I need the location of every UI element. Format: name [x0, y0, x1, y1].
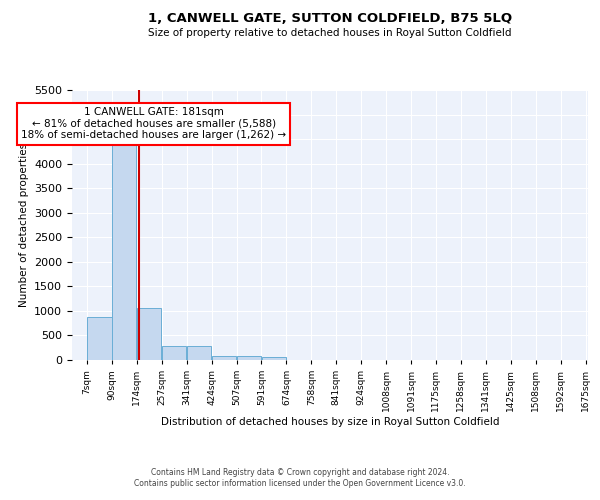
Text: 1, CANWELL GATE, SUTTON COLDFIELD, B75 5LQ: 1, CANWELL GATE, SUTTON COLDFIELD, B75 5… [148, 12, 512, 26]
Bar [262, 357, 286, 360]
Bar [237, 356, 261, 360]
Bar [88, 317, 112, 360]
Bar [162, 346, 186, 360]
Y-axis label: Number of detached properties: Number of detached properties [19, 143, 29, 307]
Bar [112, 136, 136, 360]
Text: 1 CANWELL GATE: 181sqm
← 81% of detached houses are smaller (5,588)
18% of semi-: 1 CANWELL GATE: 181sqm ← 81% of detached… [21, 107, 286, 140]
Bar [212, 356, 236, 360]
Bar [187, 346, 211, 360]
X-axis label: Distribution of detached houses by size in Royal Sutton Coldfield: Distribution of detached houses by size … [161, 416, 499, 426]
Text: Size of property relative to detached houses in Royal Sutton Coldfield: Size of property relative to detached ho… [148, 28, 512, 38]
Text: Contains HM Land Registry data © Crown copyright and database right 2024.
Contai: Contains HM Land Registry data © Crown c… [134, 468, 466, 487]
Bar [137, 308, 161, 360]
